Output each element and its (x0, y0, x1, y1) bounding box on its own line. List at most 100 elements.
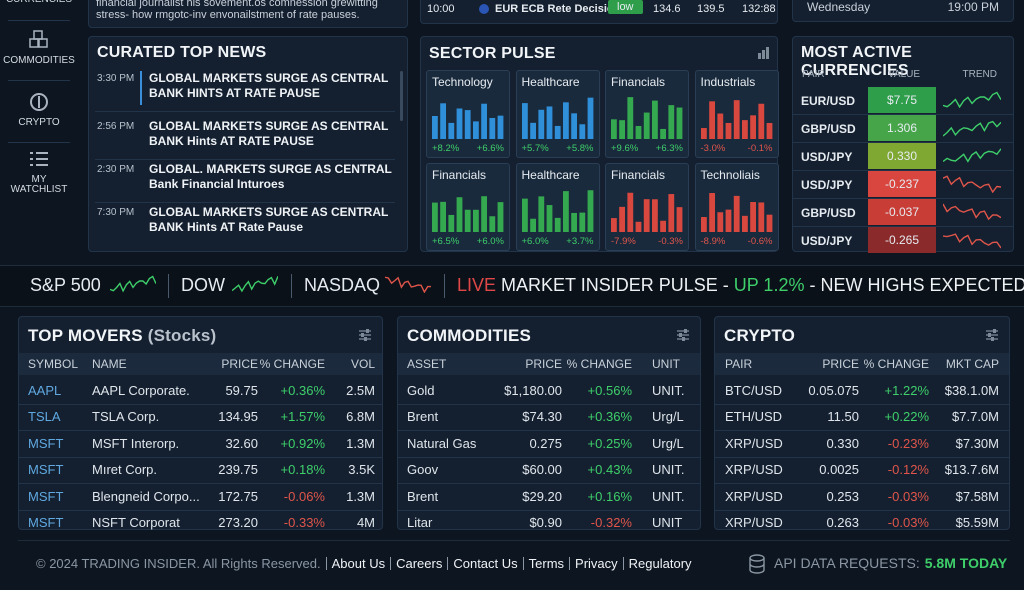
mini-bar (562, 191, 569, 232)
ticker-symbol[interactable]: S&P 500 (30, 275, 101, 295)
mini-bar (489, 117, 496, 139)
currency-pair[interactable]: USD/JPY (801, 178, 853, 192)
mini-bar (546, 106, 552, 139)
table-cell: UNIT. (652, 488, 685, 504)
currency-pair[interactable]: EUR/USD (801, 94, 856, 108)
table-cell[interactable]: Brent (407, 488, 439, 504)
table-cell: MSFT Interorp. (92, 435, 180, 451)
sidebar-label[interactable]: MY WATCHLIST (10, 174, 68, 195)
currency-pair[interactable]: GBP/USD (801, 206, 856, 220)
news-headline[interactable]: GLOBAL MARKETS SURGE AS CENTRAL BANK Hin… (149, 205, 389, 234)
footer-link[interactable]: Contact Us (447, 557, 522, 570)
currency-pair[interactable]: USD/JPY (801, 150, 853, 164)
row-divider (19, 509, 382, 511)
sector-name: Financials (611, 168, 666, 182)
row-divider (19, 430, 382, 432)
row-divider (398, 430, 700, 432)
footer-link[interactable]: Regulatory (622, 557, 697, 570)
table-cell: $60.00 (522, 462, 562, 478)
table-cell: 0.0025 (819, 462, 859, 478)
table-cell[interactable]: MSFT (28, 435, 64, 451)
table-cell: $7.7.0M (952, 409, 999, 425)
table-cell: AAPL Corporate. (92, 383, 190, 398)
title-suffix: (Stocks) (147, 326, 217, 345)
currency-value: -0.265 (868, 227, 936, 253)
column-header: VALUE (888, 69, 921, 80)
footer-link[interactable]: Terms (522, 557, 569, 570)
currency-pair[interactable]: USD/JPY (801, 234, 853, 248)
news-headline[interactable]: GLOBAL MARKETS SURGE AS CENTRAL BANK HIN… (149, 71, 389, 100)
sector-tile[interactable]: Financials +9.6% +6.3% (605, 70, 689, 158)
sector-tile[interactable]: Technoliais -8.9% -0.6% (694, 163, 779, 251)
mini-bar (700, 128, 707, 139)
sector-tile[interactable]: Healthcare +6.0% +3.7% (515, 163, 600, 251)
table-cell: Blengneid Corpo... (92, 488, 200, 504)
footer-link[interactable]: About Us (325, 557, 390, 570)
mini-bar (708, 101, 715, 139)
sector-change: +6.6% (476, 143, 504, 154)
mini-bar (635, 221, 642, 232)
sidebar-label[interactable]: COMMODITIES (3, 55, 75, 66)
table-cell: +1.57% (280, 409, 325, 425)
table-cell[interactable]: TSLA (28, 409, 61, 425)
icon-shape (364, 337, 367, 341)
sidebar-label[interactable]: CRYPTO (18, 117, 60, 128)
column-header: MKT CAP (945, 357, 999, 371)
sector-tile[interactable]: Financials +6.5% +6.0% (426, 163, 510, 251)
currency-pair[interactable]: GBP/USD (801, 122, 856, 136)
mini-bar (611, 218, 617, 232)
ticker-symbol[interactable]: DOW (181, 275, 225, 295)
table-cell[interactable]: XRP/USD (725, 515, 783, 530)
row-divider (715, 509, 1009, 511)
sector-change: +8.2% (432, 143, 460, 154)
table-cell: $7.58M (955, 488, 999, 504)
sidebar-label[interactable]: CURRENCIES (0, 0, 78, 5)
row-divider (793, 198, 1013, 199)
table-cell[interactable]: Litar (407, 515, 433, 530)
table-cell[interactable]: AAPL (28, 383, 62, 398)
news-headline[interactable]: GLOBAL MARKETS SURGE AS CENTRAL BANK Hin… (149, 119, 389, 148)
table-cell[interactable]: MSFT (28, 515, 64, 530)
column-header: PRICE (525, 357, 562, 371)
table-cell[interactable]: MSFT (28, 488, 64, 504)
sector-change: -0.6% (747, 236, 773, 247)
ticker-symbol[interactable]: NASDAQ (304, 275, 381, 295)
sector-name: Financials (611, 75, 666, 89)
table-cell: $7.30M (955, 435, 999, 451)
footer-link[interactable]: Careers (390, 557, 447, 570)
mini-bar (627, 192, 634, 232)
table-cell[interactable]: MSFT (28, 462, 64, 478)
sector-change: +9.6% (611, 143, 639, 154)
table-cell[interactable]: Goov (407, 462, 439, 478)
table-cell[interactable]: XRP/USD (725, 462, 783, 478)
sector-tile[interactable]: Financials -7.9% -0.3% (605, 163, 689, 251)
sector-name: Healthcare (521, 75, 580, 89)
table-cell: Urg/L (652, 435, 684, 451)
table-cell[interactable]: Natural Gas (407, 435, 477, 451)
mini-bar (473, 121, 479, 139)
title-main: CRYPTO (724, 326, 796, 345)
sector-change: -8.9% (700, 236, 726, 247)
table-cell: -0.06% (283, 488, 325, 504)
news-headline[interactable]: GLOBAL. MARKETS SURGE AS CENTRAL Bank Fi… (149, 162, 392, 191)
table-cell[interactable]: BTC/USD (725, 383, 783, 398)
table-cell[interactable]: ETH/USD (725, 409, 783, 425)
sector-name: Industrials (700, 75, 756, 89)
table-cell[interactable]: Brent (407, 409, 439, 425)
sparkline (385, 276, 431, 293)
sector-tile[interactable]: Industrials -3.0% -0.1% (694, 70, 779, 158)
footer-link[interactable]: Privacy (569, 557, 623, 570)
row-divider (398, 456, 700, 458)
table-cell[interactable]: XRP/USD (725, 435, 783, 451)
sector-name: Financials (432, 168, 487, 182)
mini-bars (432, 103, 504, 139)
row-divider (793, 142, 1013, 143)
table-cell[interactable]: Gold (407, 383, 435, 398)
table-header (715, 353, 1009, 375)
sector-tile[interactable]: Healthcare +5.7% +5.8% (515, 70, 600, 158)
table-cell[interactable]: XRP/USD (725, 488, 783, 504)
mini-bar (529, 122, 536, 139)
row-divider (793, 226, 1013, 227)
mini-bar (708, 193, 715, 232)
sector-tile[interactable]: Technology +8.2% +6.6% (426, 70, 510, 158)
